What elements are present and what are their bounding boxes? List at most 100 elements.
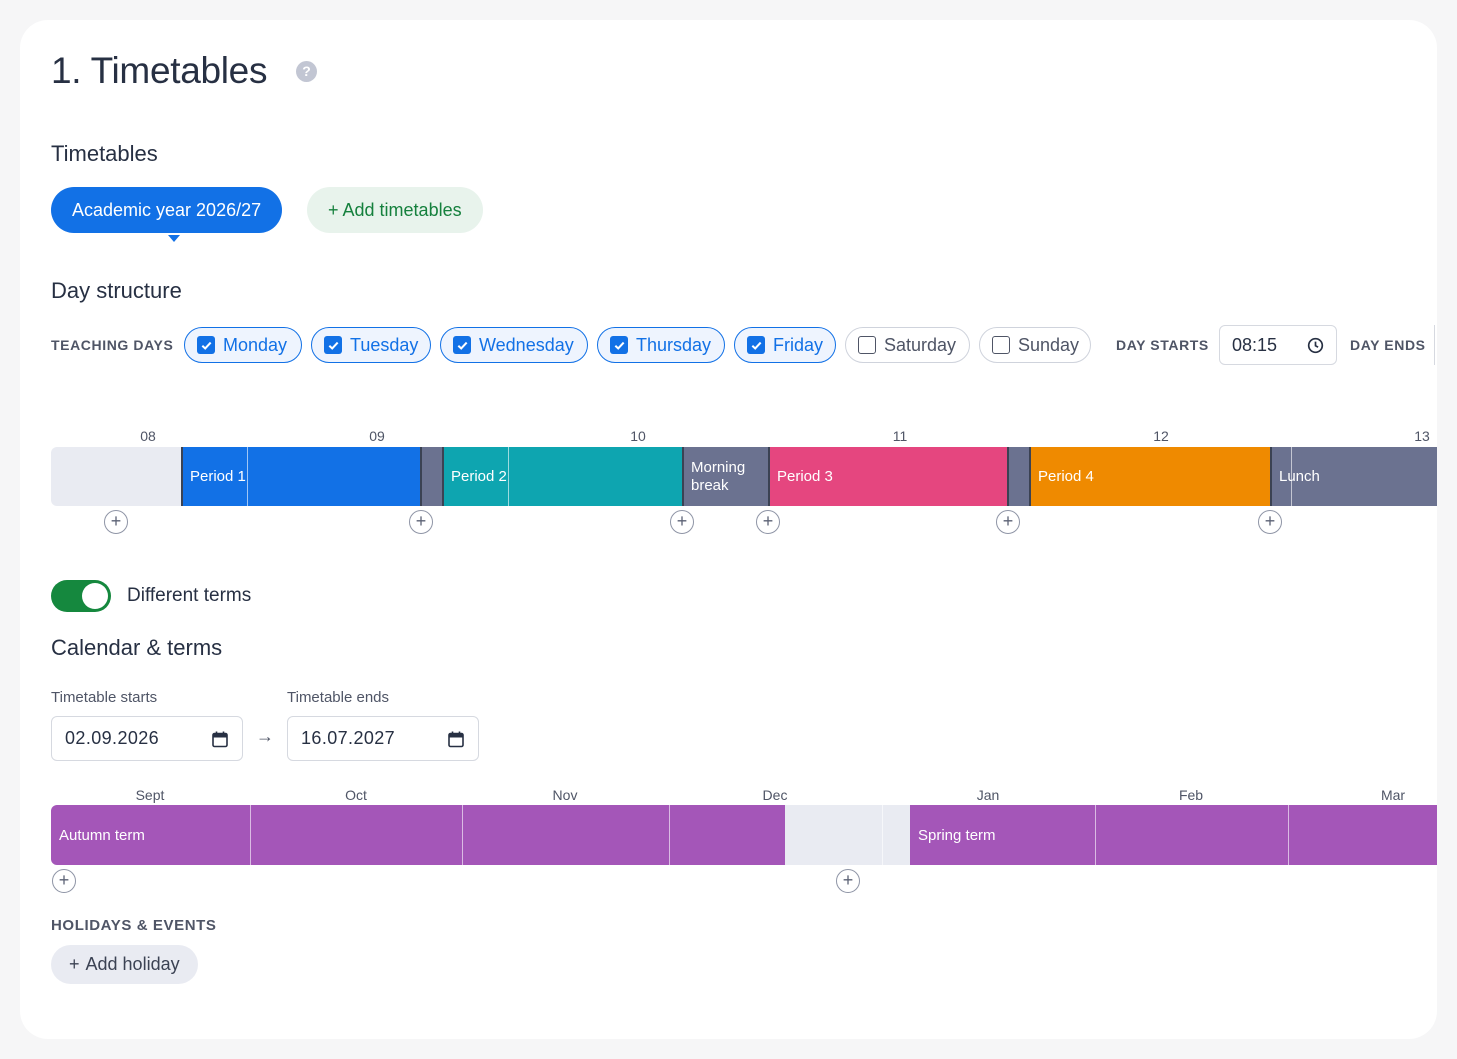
segment-drag-handle[interactable] xyxy=(181,447,183,506)
day-toggle-saturday[interactable]: Saturday xyxy=(845,327,970,363)
segment-drag-handle[interactable] xyxy=(682,447,684,506)
segment-label: Period 1 xyxy=(190,467,246,485)
day-starts-value: 08:15 xyxy=(1232,334,1278,355)
term-label: Spring term xyxy=(918,826,996,844)
hour-tick-label: 10 xyxy=(630,428,646,444)
add-holiday-label: Add holiday xyxy=(85,954,180,974)
segment-drag-handle[interactable] xyxy=(768,447,770,506)
timetable-ends-date-input[interactable]: 16.07.2027 xyxy=(287,716,479,761)
hour-tick-label: 08 xyxy=(140,428,156,444)
month-tick-label: Dec xyxy=(762,787,788,803)
day-toggle-monday[interactable]: Monday xyxy=(184,327,302,363)
segment-period-2[interactable]: Period 2 xyxy=(443,447,683,506)
segment-period-3[interactable]: Period 3 xyxy=(769,447,1008,506)
add-term-plus-icon[interactable]: + xyxy=(836,869,860,893)
add-segment-plus-icon[interactable]: + xyxy=(756,510,780,534)
timetable-starts-date-input[interactable]: 02.09.2026 xyxy=(51,716,243,761)
segment-period-1[interactable]: Period 1 xyxy=(182,447,421,506)
day-toggle-wednesday[interactable]: Wednesday xyxy=(440,327,588,363)
different-terms-toggle[interactable] xyxy=(51,580,111,612)
plus-icon: + xyxy=(69,954,80,974)
day-toggle-sunday[interactable]: Sunday xyxy=(979,327,1091,363)
add-segment-plus-icon[interactable]: + xyxy=(409,510,433,534)
day-label: Thursday xyxy=(636,334,712,355)
calendar-icon[interactable] xyxy=(212,731,228,748)
add-segment-plus-icon[interactable]: + xyxy=(996,510,1020,534)
day-label: Tuesday xyxy=(350,334,419,355)
add-timetables-button[interactable]: + Add timetables xyxy=(307,187,483,233)
day-ends-time-input[interactable] xyxy=(1434,325,1437,365)
add-segment-plus-icon[interactable]: + xyxy=(670,510,694,534)
day-label: Friday xyxy=(773,334,824,355)
segment-drag-handle[interactable] xyxy=(1007,447,1009,506)
day-label: Monday xyxy=(223,334,288,355)
day-starts-label: DAY STARTS xyxy=(1116,337,1209,353)
checkbox-unchecked-icon[interactable] xyxy=(858,336,876,354)
calendar-icon[interactable] xyxy=(448,731,464,748)
different-terms-label: Different terms xyxy=(127,585,252,606)
month-tick-label: Jan xyxy=(976,787,1000,803)
timeline-before-start xyxy=(51,447,182,506)
page-title: 1. Timetables xyxy=(51,50,268,91)
checkbox-checked-icon[interactable] xyxy=(197,336,215,354)
segment-label: Lunch xyxy=(1279,467,1320,485)
segment-period-4[interactable]: Period 4 xyxy=(1030,447,1271,506)
day-label: Saturday xyxy=(884,334,957,355)
calendar-terms-heading: Calendar & terms xyxy=(51,635,223,660)
hour-tick-label: 12 xyxy=(1153,428,1169,444)
month-gridline xyxy=(1288,805,1289,865)
day-toggle-friday[interactable]: Friday xyxy=(734,327,836,363)
tab-academic-year[interactable]: Academic year 2026/27 xyxy=(51,187,283,233)
segment-drag-handle[interactable] xyxy=(442,447,444,506)
day-label: Wednesday xyxy=(479,334,574,355)
month-gridline xyxy=(1095,805,1096,865)
hour-gridline xyxy=(508,447,509,506)
day-structure-heading: Day structure xyxy=(51,278,182,303)
segment-drag-handle[interactable] xyxy=(420,447,422,506)
segment-passing-time[interactable] xyxy=(421,447,443,506)
hour-gridline xyxy=(1291,447,1292,506)
month-gridline xyxy=(669,805,670,865)
checkbox-checked-icon[interactable] xyxy=(610,336,628,354)
active-tab-caret-icon xyxy=(168,235,180,242)
term-autumn[interactable]: Autumn term xyxy=(51,805,785,865)
timetable-starts-value: 02.09.2026 xyxy=(65,728,160,748)
day-toggle-thursday[interactable]: Thursday xyxy=(597,327,725,363)
checkbox-checked-icon[interactable] xyxy=(747,336,765,354)
segment-drag-handle[interactable] xyxy=(1029,447,1031,506)
month-gridline xyxy=(882,805,883,865)
segment-label: Period 4 xyxy=(1038,467,1094,485)
month-gridline xyxy=(250,805,251,865)
segment-label: Morning break xyxy=(691,459,746,494)
month-tick-label: Nov xyxy=(552,787,578,803)
timetables-card: 1. Timetables ? Timetables Academic year… xyxy=(20,20,1437,1039)
segment-passing-time[interactable] xyxy=(1008,447,1030,506)
term-gap xyxy=(785,805,910,865)
segment-lunch[interactable]: Lunch xyxy=(1271,447,1437,506)
add-segment-plus-icon[interactable]: + xyxy=(1258,510,1282,534)
day-toggle-tuesday[interactable]: Tuesday xyxy=(311,327,431,363)
clock-icon[interactable] xyxy=(1307,337,1324,354)
date-range-arrow-icon: → xyxy=(256,726,274,746)
add-segment-plus-icon[interactable]: + xyxy=(104,510,128,534)
checkbox-checked-icon[interactable] xyxy=(453,336,471,354)
teaching-days-label: TEACHING DAYS xyxy=(51,337,174,353)
checkbox-unchecked-icon[interactable] xyxy=(992,336,1010,354)
segment-drag-handle[interactable] xyxy=(1270,447,1272,506)
add-holiday-button[interactable]: + Add holiday xyxy=(51,945,198,984)
day-starts-time-input[interactable]: 08:15 xyxy=(1219,325,1337,365)
hour-gridline xyxy=(247,447,248,506)
segment-morning-break[interactable]: Morning break xyxy=(683,447,769,506)
hour-tick-label: 09 xyxy=(369,428,385,444)
month-tick-label: Oct xyxy=(345,787,367,803)
timetables-heading: Timetables xyxy=(51,141,158,166)
month-tick-label: Sept xyxy=(135,787,165,803)
timetable-starts-label: Timetable starts xyxy=(51,689,158,706)
month-tick-label: Mar xyxy=(1380,787,1406,803)
timetable-ends-value: 16.07.2027 xyxy=(301,728,396,748)
help-icon[interactable]: ? xyxy=(296,61,317,82)
term-spring[interactable]: Spring term xyxy=(910,805,1437,865)
toggle-knob xyxy=(82,583,108,609)
checkbox-checked-icon[interactable] xyxy=(324,336,342,354)
add-term-plus-icon[interactable]: + xyxy=(52,869,76,893)
